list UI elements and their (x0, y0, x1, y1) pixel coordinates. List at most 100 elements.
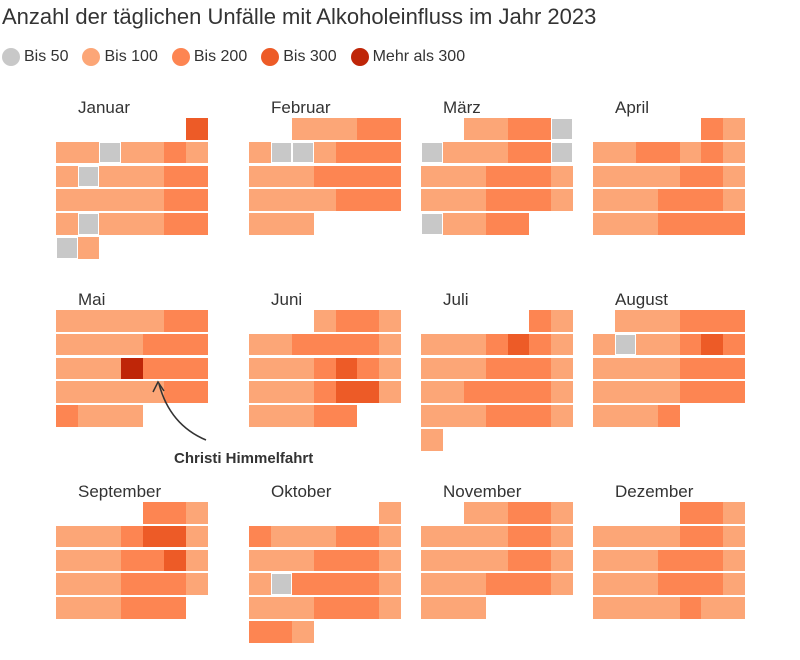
day-cell (507, 141, 530, 164)
day-cell (357, 310, 379, 332)
day-cell (378, 165, 401, 188)
day-cell (421, 333, 443, 356)
day-cell (142, 549, 165, 572)
day-cell (442, 573, 465, 595)
day-cell (722, 333, 745, 356)
day-cell (249, 141, 271, 164)
day-cell (529, 310, 551, 332)
day-cell (679, 549, 702, 572)
day-cell (142, 165, 165, 188)
legend-label: Bis 300 (283, 48, 337, 65)
day-cell (679, 141, 702, 164)
day-cell (120, 405, 143, 427)
day-cell (164, 573, 186, 595)
day-cell (464, 357, 486, 380)
day-cell (120, 333, 143, 356)
day-cell (442, 141, 465, 164)
day-cell (507, 549, 530, 572)
day-cell (701, 381, 723, 403)
day-cell (464, 165, 486, 188)
day-cell (442, 165, 465, 188)
month-name: September (78, 482, 162, 501)
day-cell (421, 429, 443, 451)
day-cell (550, 381, 573, 403)
day-cell (636, 333, 658, 356)
day-cell (378, 502, 401, 524)
day-cell (249, 189, 271, 211)
day-cell (270, 549, 293, 572)
day-cell (529, 525, 551, 548)
day-cell (485, 357, 508, 380)
day-cell (442, 189, 465, 211)
day-cell (270, 165, 293, 188)
day-cell (249, 549, 271, 572)
chart-title: Anzahl der täglichen Unfälle mit Alkohol… (2, 4, 597, 29)
day-cell (529, 549, 551, 572)
day-cell (357, 333, 379, 356)
day-cell (270, 381, 293, 403)
day-cell (335, 597, 358, 619)
day-cell (464, 549, 486, 572)
day-cell (507, 405, 530, 427)
day-cell (614, 310, 637, 332)
day-cell (313, 310, 336, 332)
day-cell (357, 525, 379, 548)
day-cell (56, 357, 78, 380)
day-cell (249, 165, 271, 188)
day-cell (378, 189, 401, 211)
day-cell (421, 549, 443, 572)
day-cell (550, 549, 573, 572)
day-cell (335, 525, 358, 548)
legend-label: Mehr als 300 (372, 48, 466, 65)
day-cell (77, 549, 100, 572)
day-cell (550, 165, 573, 188)
day-cell (56, 597, 78, 619)
day-cell (529, 165, 551, 188)
day-cell (722, 189, 745, 211)
day-cell (464, 189, 486, 211)
day-cell (507, 213, 530, 235)
annotation-label: Christi Himmelfahrt (174, 450, 314, 467)
day-cell (614, 165, 637, 188)
day-cell (442, 549, 465, 572)
day-cell (593, 213, 615, 235)
day-cell (636, 357, 658, 380)
day-cell (292, 405, 314, 427)
day-cell (164, 357, 186, 380)
day-cell (56, 141, 78, 164)
day-cell (378, 381, 401, 403)
day-cell (485, 573, 508, 595)
day-cell (120, 310, 143, 332)
day-cell (57, 238, 77, 258)
day-cell (593, 141, 615, 164)
day-cell (99, 189, 121, 211)
day-cell (313, 189, 336, 211)
day-cell (164, 213, 186, 235)
day-cell (185, 381, 208, 403)
day-cell (99, 310, 121, 332)
day-cell (99, 549, 121, 572)
day-cell (507, 525, 530, 548)
day-cell (249, 621, 271, 643)
day-cell (164, 141, 186, 164)
day-cell (550, 405, 573, 427)
month-name: Mai (78, 290, 106, 309)
day-cell (701, 118, 723, 140)
month-grid (421, 310, 573, 451)
day-cell (657, 573, 680, 595)
day-cell (442, 357, 465, 380)
day-cell (77, 189, 100, 211)
day-cell (550, 333, 573, 356)
day-cell (313, 333, 336, 356)
day-cell (292, 213, 314, 235)
day-cell (378, 333, 401, 356)
day-cell (679, 310, 702, 332)
legend-swatch (261, 48, 280, 66)
day-cell (335, 405, 358, 427)
day-cell (657, 141, 680, 164)
month-name: August (615, 290, 668, 309)
day-cell (679, 502, 702, 524)
day-cell (142, 502, 165, 524)
day-cell (614, 141, 637, 164)
day-cell (270, 357, 293, 380)
